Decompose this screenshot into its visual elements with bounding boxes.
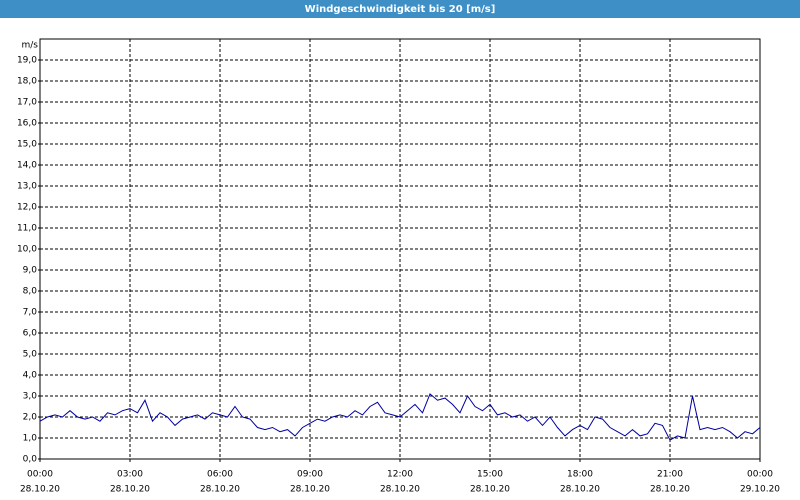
y-tick-label: 3,0 <box>23 392 38 402</box>
x-tick-date: 28.10.20 <box>380 485 420 495</box>
y-tick-label: 17,0 <box>17 98 37 108</box>
y-tick-label: 0,0 <box>23 455 38 465</box>
x-tick-label: 06:00 <box>207 470 233 480</box>
y-tick-label: 14,0 <box>17 161 37 171</box>
y-tick-label: 5,0 <box>23 350 38 360</box>
y-tick-label: 6,0 <box>23 329 38 339</box>
y-unit: m/s <box>22 41 39 51</box>
y-tick-label: 19,0 <box>17 56 37 66</box>
y-tick-label: 1,0 <box>23 434 38 444</box>
x-tick-date: 29.10.20 <box>740 485 780 495</box>
y-tick-label: 16,0 <box>17 119 37 129</box>
x-tick-label: 09:00 <box>297 470 323 480</box>
y-tick-label: 7,0 <box>23 308 38 318</box>
x-tick-date: 28.10.20 <box>20 485 60 495</box>
x-tick-date: 28.10.20 <box>200 485 240 495</box>
x-tick-label: 21:00 <box>657 470 683 480</box>
x-tick-date: 28.10.20 <box>290 485 330 495</box>
x-tick-label: 12:00 <box>387 470 413 480</box>
x-tick-label: 15:00 <box>477 470 503 480</box>
y-tick-label: 12,0 <box>17 203 37 213</box>
y-tick-label: 4,0 <box>23 371 38 381</box>
x-tick-date: 28.10.20 <box>110 485 150 495</box>
y-tick-label: 13,0 <box>17 182 37 192</box>
chart-title: Windgeschwindigkeit bis 20 [m/s] <box>305 4 496 15</box>
y-tick-label: 11,0 <box>17 224 37 234</box>
header-bar <box>0 0 800 18</box>
x-tick-date: 28.10.20 <box>560 485 600 495</box>
y-tick-label: 10,0 <box>17 245 37 255</box>
x-tick-date: 28.10.20 <box>650 485 690 495</box>
x-tick-label: 18:00 <box>567 470 593 480</box>
data-line <box>39 393 761 441</box>
x-tick-label: 03:00 <box>117 470 143 480</box>
y-tick-label: 8,0 <box>23 287 38 297</box>
y-tick-label: 9,0 <box>23 266 38 276</box>
y-tick-label: 15,0 <box>17 140 37 150</box>
x-tick-date: 28.10.20 <box>470 485 510 495</box>
x-tick-label: 00:00 <box>27 470 53 480</box>
y-tick-label: 2,0 <box>23 413 38 423</box>
y-tick-label: 18,0 <box>17 77 37 87</box>
x-tick-label: 00:00 <box>747 470 773 480</box>
